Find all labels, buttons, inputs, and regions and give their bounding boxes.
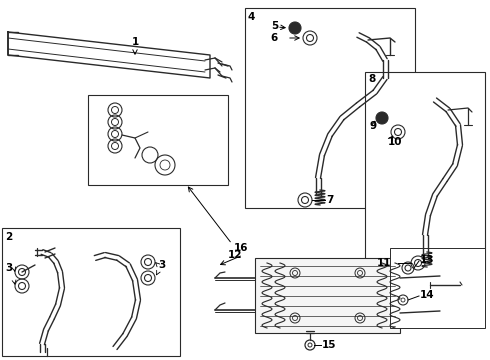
Bar [255,258,400,333]
Text: 3: 3 [5,263,12,273]
Text: 2: 2 [5,232,12,242]
Bar [245,8,415,208]
Circle shape [289,22,301,34]
Text: 14: 14 [420,290,435,300]
Text: 16: 16 [234,243,248,253]
Text: 6: 6 [271,33,278,43]
Text: 10: 10 [388,137,402,147]
Text: 12: 12 [227,250,242,260]
Bar [390,248,485,328]
Text: 1: 1 [131,37,139,54]
Text: 9: 9 [370,121,377,131]
Bar [365,72,485,270]
Text: 7: 7 [326,195,333,205]
Text: 11: 11 [377,258,392,268]
Text: 3: 3 [158,260,165,270]
Text: 5: 5 [271,21,278,31]
Text: 8: 8 [368,74,375,84]
Bar [2,228,180,356]
Bar [88,95,228,185]
Circle shape [376,112,388,124]
Text: 13: 13 [420,255,435,265]
Text: 4: 4 [247,12,254,22]
Text: 15: 15 [322,340,337,350]
